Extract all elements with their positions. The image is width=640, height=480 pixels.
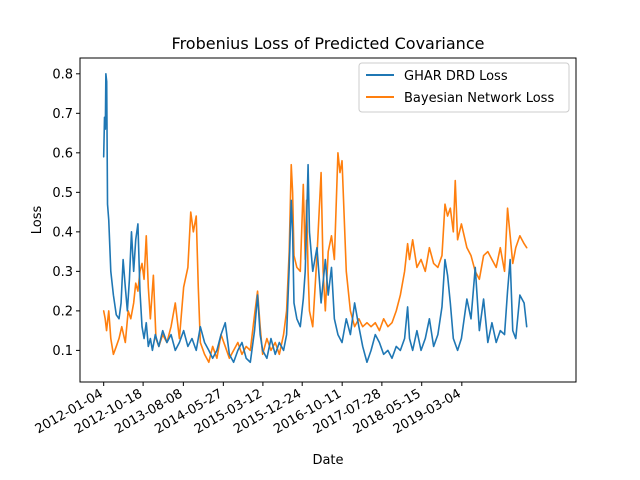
chart-title: Frobenius Loss of Predicted Covariance [172,34,485,53]
x-axis-label: Date [312,453,343,468]
y-tick-label: 0.1 [52,344,73,359]
series-line-bayesian [102,152,528,364]
y-axis: 0.1 0.2 0.3 0.4 0.5 0.6 0.7 0.8 [52,67,80,359]
y-tick-label: 0.5 [52,186,73,201]
plot-frame [79,57,577,383]
y-tick-label: 0.2 [52,304,73,319]
y-tick-label: 0.6 [52,146,73,161]
y-axis-label: Loss [30,206,45,235]
plot-area [79,57,577,383]
y-tick-label: 0.7 [52,107,73,122]
y-tick-label: 0.3 [52,265,73,280]
legend-label-ghar: GHAR DRD Loss [404,69,508,84]
series-layer [102,73,528,364]
legend: GHAR DRD Loss Bayesian Network Loss [358,62,570,113]
legend-label-bayesian: Bayesian Network Loss [404,91,554,106]
series-line-ghar [102,73,528,364]
y-tick-label: 0.8 [52,67,73,82]
legend-box [358,62,570,113]
y-tick-label: 0.4 [52,225,73,240]
